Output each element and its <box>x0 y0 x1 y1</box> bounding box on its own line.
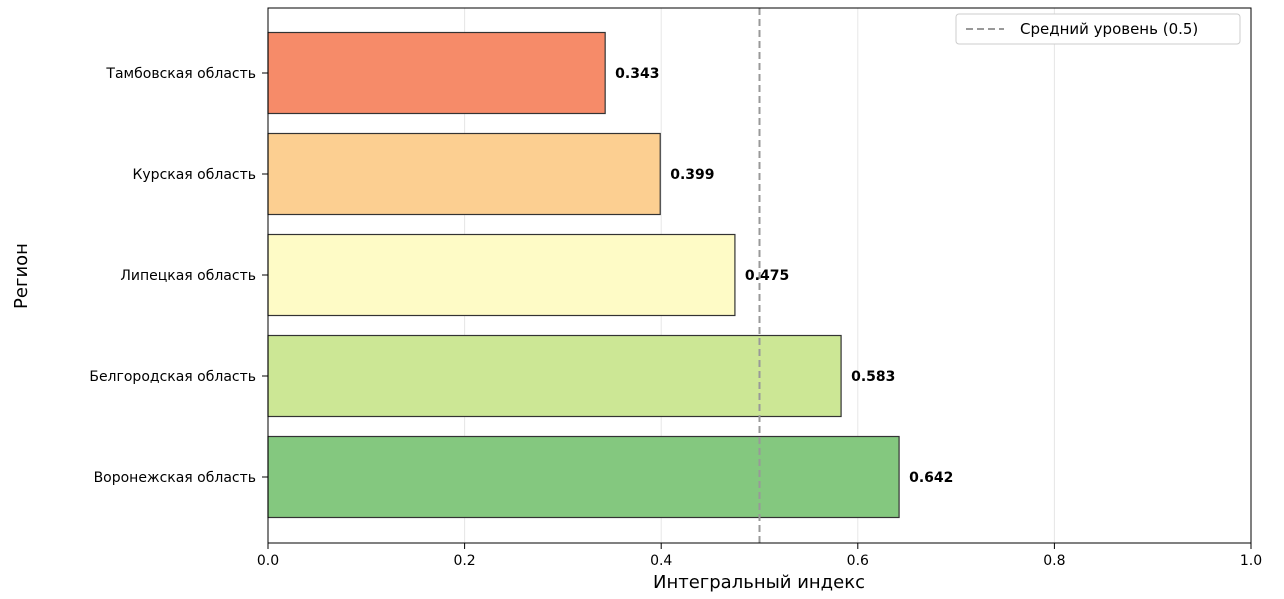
bar <box>267 31 606 115</box>
x-tick-label: 0.4 <box>650 553 672 569</box>
x-tick-label: 0.0 <box>257 553 279 569</box>
bars <box>267 31 900 519</box>
x-axis-title: Интегральный индекс <box>653 572 865 593</box>
y-tick-label: Воронежская область <box>94 470 256 486</box>
y-axis: Тамбовская область Курская область Липецка… <box>89 66 268 486</box>
x-axis: 0.0 0.2 0.4 0.6 0.8 1.0 <box>257 543 1262 569</box>
y-tick-label: Тамбовская область <box>105 66 256 82</box>
bar-value-label: 0.475 <box>745 268 789 284</box>
y-tick-label: Липецкая область <box>120 268 256 284</box>
x-tick-label: 0.8 <box>1043 553 1065 569</box>
x-tick-label: 0.6 <box>847 553 869 569</box>
bar <box>267 132 661 216</box>
bar <box>267 435 900 519</box>
legend-frame <box>955 13 1241 45</box>
bar-value-label: 0.642 <box>909 470 953 486</box>
bar-value-label: 0.399 <box>670 167 714 183</box>
y-tick-label: Белгородская область <box>89 369 256 385</box>
legend-label: Средний уровень (0.5) <box>1020 20 1198 38</box>
x-tick-label: 1.0 <box>1240 553 1262 569</box>
bar <box>267 233 736 317</box>
legend: Средний уровень (0.5) <box>955 13 1241 45</box>
bar-value-label: 0.343 <box>615 66 659 82</box>
y-tick-label: Курская область <box>132 167 256 183</box>
bar <box>267 334 842 418</box>
bar-value-label: 0.583 <box>851 369 895 385</box>
y-axis-title: Регион <box>11 243 32 309</box>
data-labels: 0.343 0.399 0.475 0.583 0.642 <box>615 66 953 486</box>
x-tick-label: 0.2 <box>453 553 475 569</box>
